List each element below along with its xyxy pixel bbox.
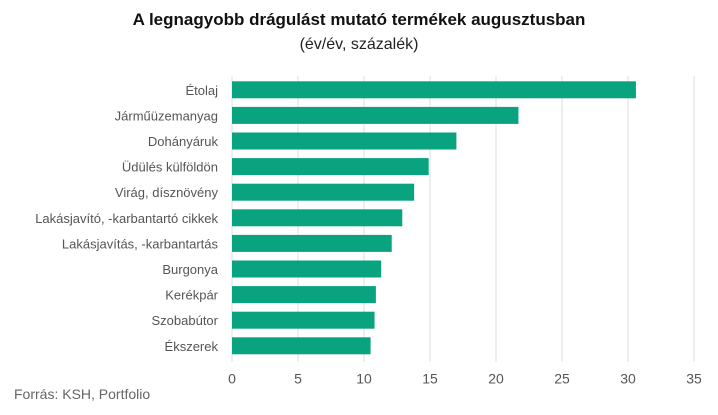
bar: [232, 209, 403, 227]
x-tick-label: 10: [356, 371, 372, 387]
category-label: Étolaj: [185, 83, 218, 98]
x-tick-label: 0: [228, 371, 236, 387]
x-tick-label: 35: [686, 371, 702, 387]
x-tick-label: 25: [554, 371, 570, 387]
bars: [232, 81, 636, 355]
category-label: Járműüzemanyag: [115, 108, 218, 123]
category-label: Virág, dísznövény: [115, 185, 219, 200]
category-label: Üdülés külföldön: [122, 160, 218, 175]
source-note: Forrás: KSH, Portfolio: [14, 386, 151, 402]
bar: [232, 81, 636, 99]
chart-title: A legnagyobb drágulást mutató termékek a…: [132, 10, 586, 29]
chart-subtitle: (év/év, százalék): [299, 36, 419, 53]
bar: [232, 286, 376, 304]
category-label: Kerékpár: [165, 288, 218, 303]
category-label: Burgonya: [162, 262, 218, 277]
bar: [232, 158, 429, 176]
bar: [232, 234, 392, 252]
bar: [232, 260, 382, 278]
x-tick-labels: 0 5 10 15 20 25 30 35: [228, 371, 702, 387]
bar: [232, 337, 371, 355]
x-tick-label: 20: [488, 371, 504, 387]
x-tick-label: 5: [294, 371, 302, 387]
category-label: Szobabútor: [152, 313, 219, 328]
category-label: Dohányáruk: [148, 134, 219, 149]
category-labels: Étolaj Járműüzemanyag Dohányáruk Üdülés kül…: [35, 83, 219, 354]
bar: [232, 132, 457, 150]
category-label: Ékszerek: [165, 339, 219, 354]
bar: [232, 106, 519, 124]
category-label: Lakásjavító, -karbantartó cikkek: [35, 211, 218, 226]
bar: [232, 311, 375, 329]
x-tick-label: 30: [620, 371, 636, 387]
category-label: Lakásjavítás, -karbantartás: [62, 236, 219, 251]
x-tick-label: 15: [422, 371, 438, 387]
bar: [232, 183, 415, 201]
